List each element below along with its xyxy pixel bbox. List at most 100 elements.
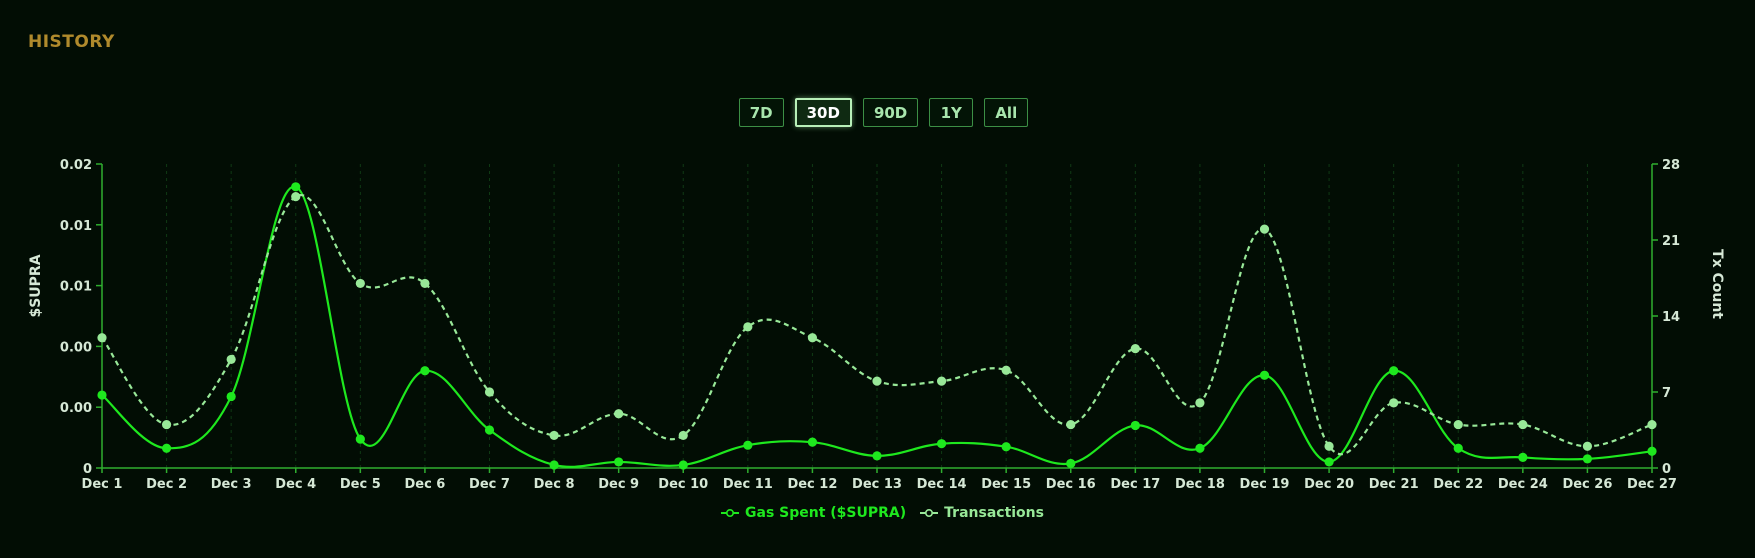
transactions-point[interactable] xyxy=(807,333,818,343)
gas-spent-point[interactable] xyxy=(1066,458,1076,469)
gas-spent-point[interactable] xyxy=(872,451,882,461)
transactions-point[interactable] xyxy=(678,430,688,441)
transactions-line xyxy=(101,194,1653,456)
x-tick-label: Dec 9 xyxy=(598,477,639,492)
gas-spent-point[interactable] xyxy=(743,440,753,450)
chart-axes xyxy=(101,164,1653,469)
gas-spent-point[interactable] xyxy=(484,425,495,435)
transactions-point[interactable] xyxy=(1453,419,1463,430)
x-tick-label: Dec 3 xyxy=(211,477,252,492)
transactions-point[interactable] xyxy=(291,191,301,202)
x-tick-label: Dec 19 xyxy=(1240,477,1290,492)
y-axis-tick-labels: 0.02 0.01 0.01 0.00 0.00 0 xyxy=(60,158,102,477)
x-tick-label: Dec 8 xyxy=(534,477,575,492)
transactions-point[interactable] xyxy=(1647,419,1657,430)
range-button-7d[interactable]: 7D xyxy=(738,98,784,127)
x-tick-label: Dec 11 xyxy=(723,477,773,492)
gas-spent-point[interactable] xyxy=(1582,454,1593,464)
range-button-30d[interactable]: 30D xyxy=(794,98,852,127)
y-axis-title: $SUPRA xyxy=(28,254,44,317)
x-tick-label: Dec 24 xyxy=(1498,477,1548,492)
y2-tick-label: 0 xyxy=(1662,462,1671,477)
transactions-point[interactable] xyxy=(420,278,430,289)
gas-spent-point[interactable] xyxy=(1518,452,1528,462)
legend-item-transactions[interactable]: Transactions xyxy=(920,505,1044,521)
legend-label-gas: Gas Spent ($SUPRA) xyxy=(745,505,907,521)
gas-spent-point[interactable] xyxy=(1195,443,1205,453)
gas-spent-point[interactable] xyxy=(1647,446,1657,456)
transactions-point[interactable] xyxy=(355,278,365,289)
gas-spent-point[interactable] xyxy=(226,391,236,402)
legend-label-transactions: Transactions xyxy=(944,505,1044,521)
gas-spent-point[interactable] xyxy=(1324,457,1334,467)
range-button-90d[interactable]: 90D xyxy=(862,98,919,127)
range-button-1y[interactable]: 1Y xyxy=(929,98,974,127)
transactions-point[interactable] xyxy=(936,376,947,386)
chart-grid xyxy=(101,164,1653,468)
transactions-point[interactable] xyxy=(1066,419,1076,430)
x-tick-label: Dec 7 xyxy=(469,477,510,492)
transactions-point[interactable] xyxy=(1324,441,1334,451)
x-tick-label: Dec 6 xyxy=(404,477,445,492)
x-tick-label: Dec 10 xyxy=(658,477,708,492)
transactions-point[interactable] xyxy=(1001,365,1011,375)
y-tick-label: 0.01 xyxy=(60,219,92,234)
transactions-point[interactable] xyxy=(1130,343,1140,354)
x-tick-label: Dec 16 xyxy=(1046,477,1096,492)
gas-spent-point[interactable] xyxy=(97,390,107,400)
legend-marker-transactions-icon xyxy=(920,508,939,518)
y-tick-label: 0.00 xyxy=(60,401,92,416)
x-tick-label: Dec 22 xyxy=(1433,477,1483,492)
y2-axis-title: Tx Count xyxy=(1709,249,1725,319)
x-tick-label: Dec 2 xyxy=(146,477,187,492)
y-tick-label: 0 xyxy=(83,462,92,477)
range-button-all[interactable]: All xyxy=(984,98,1029,127)
transactions-point[interactable] xyxy=(484,387,495,397)
x-tick-label: Dec 20 xyxy=(1304,477,1354,492)
transactions-point[interactable] xyxy=(161,419,172,430)
y2-axis-tick-labels: 28 21 14 7 0 xyxy=(1652,158,1680,477)
y2-tick-label: 7 xyxy=(1662,386,1671,401)
x-tick-label: Dec 13 xyxy=(852,477,902,492)
gas-spent-point[interactable] xyxy=(1001,442,1011,452)
gas-spent-point[interactable] xyxy=(1389,366,1399,376)
transactions-point[interactable] xyxy=(97,333,107,343)
gas-spent-point[interactable] xyxy=(936,439,947,449)
transactions-point[interactable] xyxy=(614,409,624,419)
transactions-point[interactable] xyxy=(1518,419,1528,430)
legend-item-gas[interactable]: Gas Spent ($SUPRA) xyxy=(721,505,906,521)
gas-spent-point[interactable] xyxy=(807,437,818,447)
transactions-point[interactable] xyxy=(1582,441,1593,451)
x-tick-label: Dec 1 xyxy=(82,477,123,492)
gas-spent-point[interactable] xyxy=(1259,370,1270,380)
gas-spent-point[interactable] xyxy=(291,182,301,192)
gas-spent-point[interactable] xyxy=(161,443,172,453)
x-tick-label: Dec 26 xyxy=(1562,477,1612,492)
x-tick-label: Dec 14 xyxy=(917,477,967,492)
x-tick-label: Dec 18 xyxy=(1175,477,1225,492)
transactions-point[interactable] xyxy=(1389,398,1399,408)
transactions-point[interactable] xyxy=(1195,398,1205,408)
x-tick-label: Dec 5 xyxy=(340,477,381,492)
gas-spent-point[interactable] xyxy=(1130,420,1140,431)
transactions-point[interactable] xyxy=(549,430,559,441)
x-axis-tick-labels: Dec 1 Dec 2 Dec 3 Dec 4 Dec 5 Dec 6 Dec 7 Dec 8… xyxy=(82,468,1677,492)
gas-spent-point[interactable] xyxy=(355,434,365,444)
x-tick-label: Dec 27 xyxy=(1627,477,1677,492)
legend-marker-gas-icon xyxy=(721,508,739,518)
transactions-point[interactable] xyxy=(743,322,753,332)
gas-spent-point[interactable] xyxy=(678,460,688,470)
transactions-point[interactable] xyxy=(226,354,236,365)
gas-spent-point[interactable] xyxy=(420,366,430,376)
transactions-point[interactable] xyxy=(872,376,882,386)
gas-spent-point[interactable] xyxy=(1453,443,1463,453)
gas-spent-line xyxy=(101,185,1653,468)
y-tick-label: 0.01 xyxy=(60,280,92,295)
time-range-selector: 7D 30D 90D 1Y All xyxy=(0,98,1755,127)
chart-legend: Gas Spent ($SUPRA) Transactions xyxy=(0,505,1755,521)
transactions-point[interactable] xyxy=(1259,224,1270,234)
gas-spent-point[interactable] xyxy=(549,460,559,470)
gas-spent-point[interactable] xyxy=(614,457,624,467)
series-points xyxy=(97,182,1657,470)
